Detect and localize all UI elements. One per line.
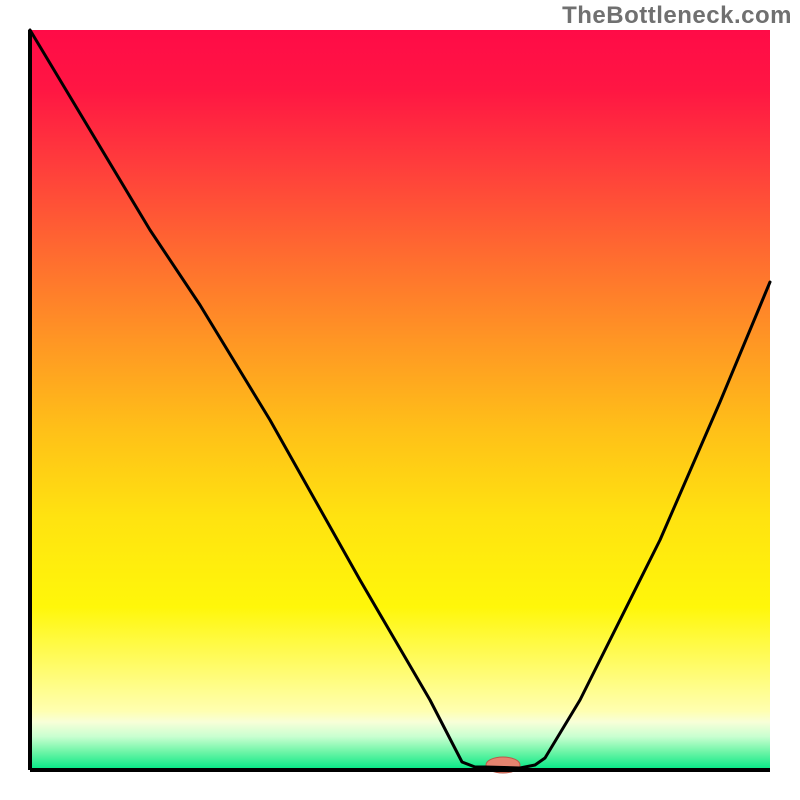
bottleneck-chart: [0, 0, 800, 800]
plot-background: [30, 30, 770, 770]
watermark-text: TheBottleneck.com: [562, 2, 792, 30]
chart-container: TheBottleneck.com: [0, 0, 800, 800]
